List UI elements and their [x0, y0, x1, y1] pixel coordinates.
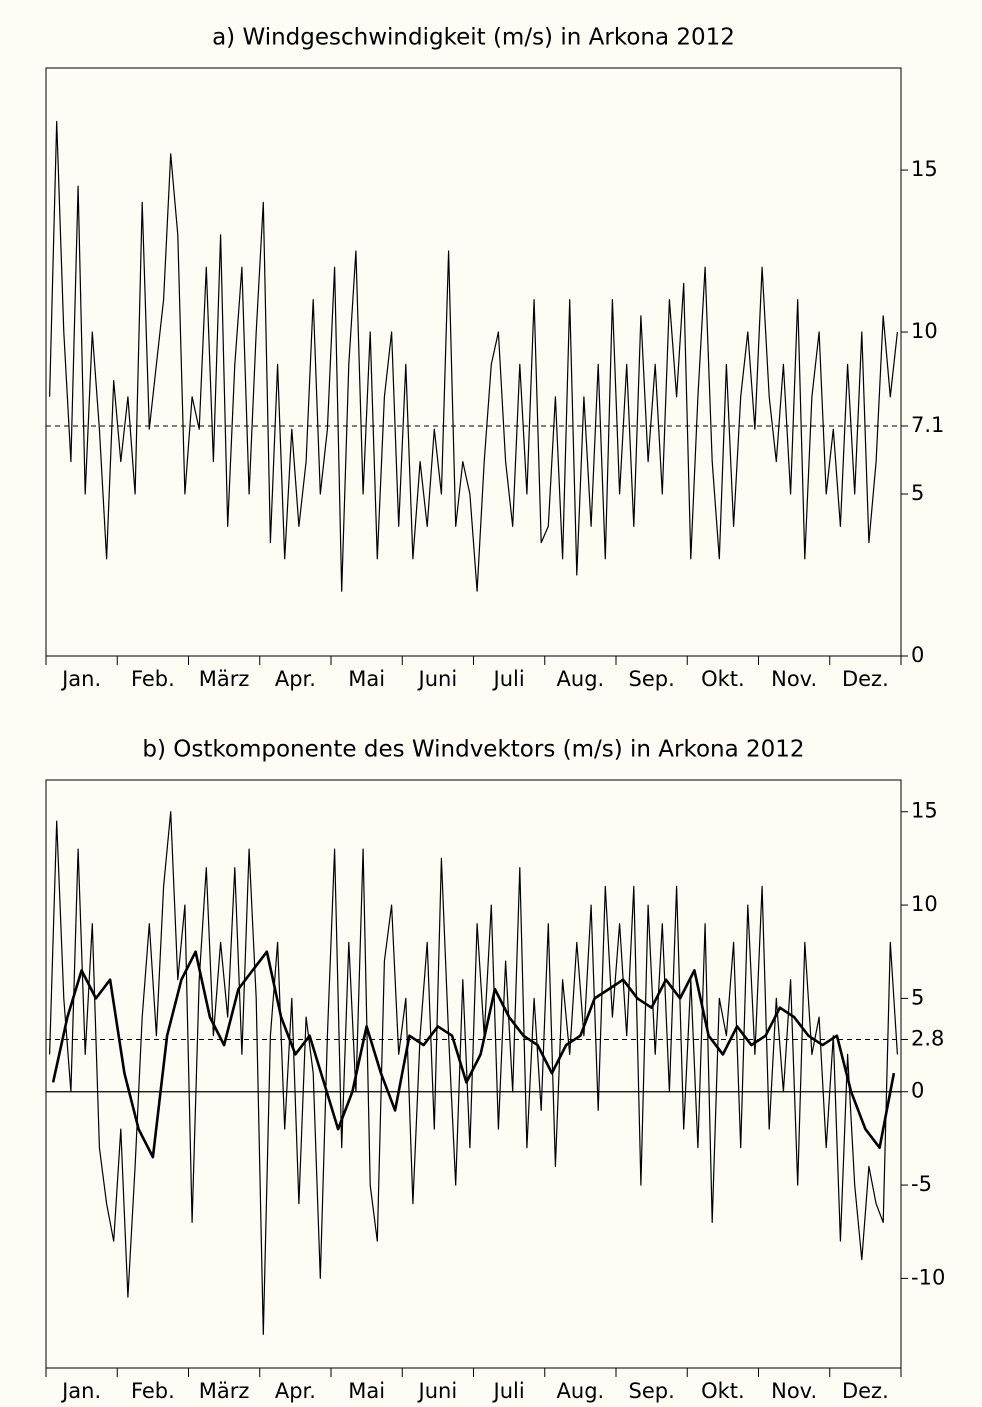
x-tick-label: Apr.	[275, 1379, 316, 1403]
x-tick-label: Juni	[417, 667, 458, 691]
data-line	[49, 120, 898, 592]
y-tick-label: 5	[911, 481, 924, 505]
x-tick-label: Jan.	[60, 1379, 101, 1403]
x-tick-label: Nov.	[771, 1379, 817, 1403]
x-tick-label: März	[199, 667, 250, 691]
x-tick-label: März	[199, 1379, 250, 1403]
y-tick-label: 5	[911, 985, 924, 1009]
plot-frame	[45, 67, 902, 657]
x-tick-label: Nov.	[771, 667, 817, 691]
x-tick-label: Okt.	[701, 667, 745, 691]
y-tick-label: -10	[911, 1265, 945, 1289]
data-line	[49, 811, 898, 1335]
x-tick-label: Apr.	[275, 667, 316, 691]
x-tick-label: Dez.	[842, 667, 889, 691]
chart-title: b) Ostkomponente des Windvektors (m/s) i…	[142, 737, 804, 763]
x-tick-label: Jan.	[60, 667, 101, 691]
x-tick-label: Aug.	[557, 1379, 605, 1403]
x-tick-label: Sep.	[628, 667, 674, 691]
y-tick-label: 10	[911, 892, 938, 916]
x-tick-label: Aug.	[557, 667, 605, 691]
y-tick-label: 0	[911, 643, 924, 667]
x-tick-label: Mai	[348, 667, 385, 691]
x-tick-label: Sep.	[628, 1379, 674, 1403]
x-tick-label: Okt.	[701, 1379, 745, 1403]
y-tick-label: 0	[911, 1079, 924, 1103]
y-tick-label: 10	[911, 319, 938, 343]
x-tick-label: Feb.	[131, 1379, 175, 1403]
x-tick-label: Juli	[492, 667, 525, 691]
y-tick-label: 15	[911, 157, 938, 181]
x-tick-label: Feb.	[131, 667, 175, 691]
data-line	[51, 950, 896, 1159]
chart-title: a) Windgeschwindigkeit (m/s) in Arkona 2…	[212, 25, 735, 51]
x-tick-label: Juni	[417, 1379, 458, 1403]
x-tick-label: Juli	[492, 1379, 525, 1403]
mean-label: 7.1	[911, 413, 944, 437]
mean-label: 2.8	[911, 1026, 944, 1050]
y-tick-label: 15	[911, 799, 938, 823]
x-tick-label: Dez.	[842, 1379, 889, 1403]
x-tick-label: Mai	[348, 1379, 385, 1403]
y-tick-label: -5	[911, 1172, 932, 1196]
